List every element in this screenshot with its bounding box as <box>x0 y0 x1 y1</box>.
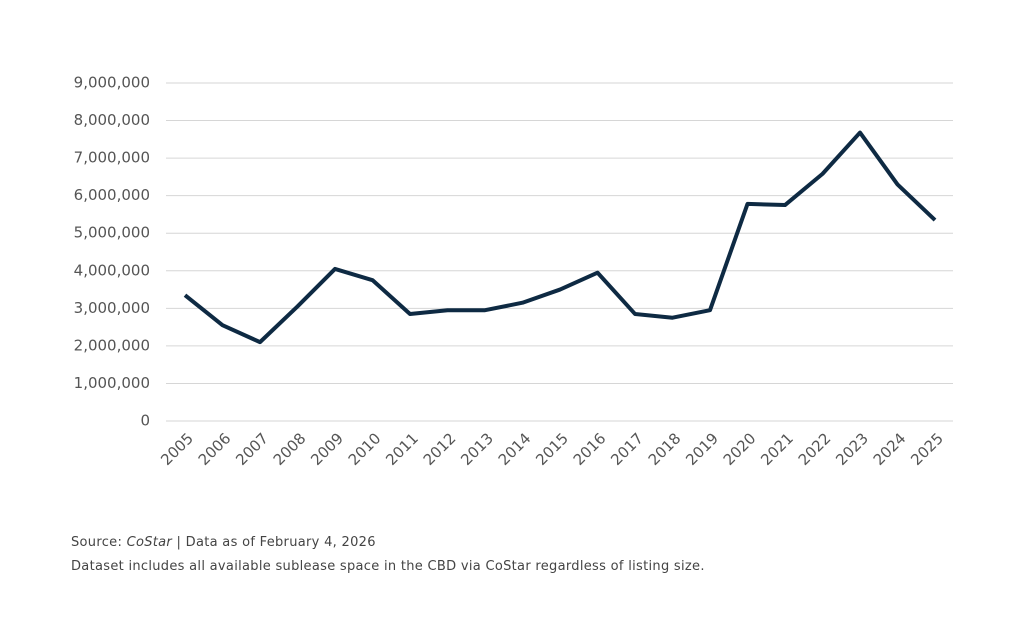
y-tick-label: 8,000,000 <box>74 111 150 129</box>
source-line: Source: CoStar | Data as of February 4, … <box>71 535 376 550</box>
source-prefix: Source: <box>71 535 122 550</box>
x-tick-label: 2018 <box>645 429 685 469</box>
x-tick-label: 2024 <box>870 429 910 469</box>
x-tick-label: 2022 <box>795 429 835 469</box>
x-tick-label: 2013 <box>457 429 497 469</box>
source-name: CoStar <box>127 535 174 550</box>
y-tick-label: 5,000,000 <box>74 224 150 242</box>
data-line <box>183 130 937 345</box>
y-tick-label: 0 <box>140 412 150 430</box>
x-tick-label: 2012 <box>420 429 460 469</box>
y-tick-label: 3,000,000 <box>74 299 150 317</box>
source-date: | Data as of February 4, 2026 <box>177 535 376 550</box>
x-tick-label: 2011 <box>382 429 422 469</box>
x-tick-label: 2015 <box>532 429 572 469</box>
x-tick-label: 2010 <box>345 429 385 469</box>
y-tick-label: 4,000,000 <box>74 261 150 279</box>
x-tick-label: 2023 <box>832 429 872 469</box>
footnote: Dataset includes all available sublease … <box>71 559 705 574</box>
y-tick-label: 1,000,000 <box>74 374 150 392</box>
y-tick-label: 7,000,000 <box>74 149 150 167</box>
x-tick-label: 2005 <box>157 429 197 469</box>
x-tick-label: 2021 <box>757 429 797 469</box>
x-tick-label: 2009 <box>307 429 347 469</box>
y-tick-label: 9,000,000 <box>74 74 150 92</box>
x-tick-label: 2007 <box>232 429 272 469</box>
x-tick-label: 2016 <box>570 429 610 469</box>
x-tick-label: 2020 <box>720 429 760 469</box>
x-tick-label: 2019 <box>682 429 722 469</box>
x-tick-label: 2006 <box>195 429 235 469</box>
x-tick-label: 2025 <box>907 429 947 469</box>
y-tick-label: 6,000,000 <box>74 186 150 204</box>
x-tick-label: 2017 <box>607 429 647 469</box>
x-tick-label: 2014 <box>495 429 535 469</box>
x-tick-label: 2008 <box>270 429 310 469</box>
y-tick-label: 2,000,000 <box>74 336 150 354</box>
